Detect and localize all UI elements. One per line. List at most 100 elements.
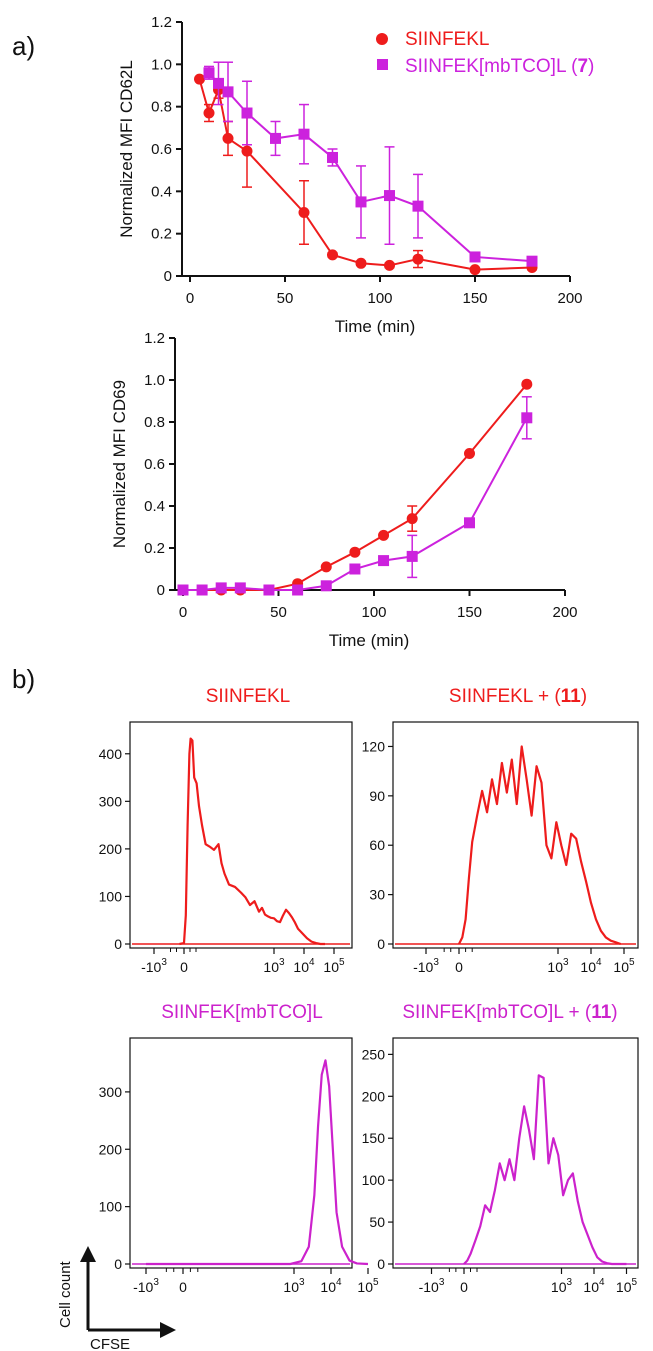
x-tick-base: 10 (263, 959, 279, 975)
data-point-siinfekl (320, 561, 332, 573)
data-point-siinfekl (203, 107, 215, 119)
axis-key-x-arrowhead (160, 1322, 176, 1338)
data-point-siinfekl (349, 546, 361, 558)
y-tick-label: 0.4 (151, 183, 172, 200)
y-tick-label: 100 (99, 1199, 123, 1215)
data-point-siinfekl (378, 529, 390, 541)
x-tick-base: 0 (460, 1279, 468, 1295)
x-tick-label: 150 (457, 604, 482, 621)
y-tick-label: 0 (114, 936, 122, 952)
x-tick-base: -10 (133, 1279, 153, 1295)
x-tick-label: 104 (583, 1277, 605, 1295)
y-tick-label: 1.0 (151, 56, 172, 73)
x-tick-exponent: 5 (629, 957, 635, 968)
y-tick-label: 300 (99, 793, 123, 809)
legend-marker-mbtco (377, 59, 388, 70)
data-point-mbtco (526, 255, 538, 267)
histogram-title: SIINFEK[mbTCO]L (161, 1002, 323, 1023)
y-tick-label: 200 (362, 1088, 386, 1104)
plot-frame (392, 721, 639, 949)
legend-marker-siinfekl (376, 33, 388, 45)
x-tick-label: 100 (361, 604, 386, 621)
data-point-siinfekl (355, 257, 367, 269)
y-tick-label: 50 (369, 1214, 385, 1230)
x-tick-label: 103 (551, 1277, 573, 1295)
data-point-siinfekl (464, 448, 475, 459)
title-part: SIINFEK[mbTCO]L + ( (402, 1002, 591, 1023)
x-tick-base: 10 (293, 959, 309, 975)
data-point-mbtco (215, 582, 227, 594)
histogram-title: SIINFEKL + (11) (449, 686, 587, 707)
x-tick-label: 105 (357, 1277, 379, 1295)
data-point-mbtco (327, 151, 338, 163)
axis-key: Cell count CFSE (57, 1246, 176, 1351)
x-tick-base: 10 (283, 1279, 299, 1295)
legend-label-siinfekl: SIINFEKL (405, 29, 489, 50)
data-point-siinfekl (384, 259, 395, 271)
x-tick-label: 104 (320, 1277, 342, 1295)
x-tick-exponent: 5 (632, 1277, 638, 1288)
legend-label-part: SIINFEK[mbTCO]L ( (405, 56, 578, 77)
x-tick-label: 103 (283, 1277, 305, 1295)
x-tick-label: 0 (186, 290, 194, 307)
x-tick-exponent: 3 (279, 957, 285, 968)
x-tick-base: 10 (320, 1279, 336, 1295)
x-tick-label: 0 (179, 1279, 187, 1295)
data-point-mbtco (270, 132, 281, 144)
x-tick-label: 0 (179, 604, 187, 621)
data-point-mbtco (298, 128, 310, 140)
legend-label-compound-number: 7 (577, 56, 588, 77)
title-part: SIINFEKL + ( (449, 686, 561, 707)
x-tick-label: 50 (277, 290, 294, 307)
data-point-mbtco (384, 190, 395, 202)
data-point-mbtco (378, 555, 390, 567)
x-tick-exponent: 4 (309, 957, 315, 968)
y-tick-label: 0 (377, 936, 385, 952)
title-part: ) (611, 1002, 617, 1023)
data-point-mbtco (222, 86, 234, 98)
y-tick-label: 30 (369, 887, 385, 903)
y-tick-label: 0.6 (151, 141, 172, 158)
x-tick-label: 150 (462, 290, 487, 307)
y-tick-label: 200 (99, 841, 123, 857)
data-point-mbtco (234, 582, 246, 594)
data-point-mbtco (521, 412, 533, 424)
x-tick-base: 0 (180, 959, 188, 975)
x-tick-exponent: 3 (433, 957, 439, 968)
chart-cd69-vs-time: 0 0.2 0.4 0.6 0.8 1.0 1.2 0 50 100 150 200 Time (min… (110, 330, 578, 650)
x-tick-base: 10 (616, 1279, 632, 1295)
data-point-mbtco (349, 563, 361, 575)
x-tick-exponent: 3 (153, 1277, 159, 1288)
x-tick-label: 105 (616, 1277, 638, 1295)
x-tick-base: 10 (580, 959, 596, 975)
histogram-curve (463, 1074, 627, 1266)
data-point-mbtco (292, 584, 304, 596)
y-tick-label: 150 (362, 1130, 386, 1146)
series-line-siinfekl (183, 383, 528, 591)
title-compound-number: 11 (561, 686, 582, 707)
x-tick-label: 105 (613, 957, 635, 975)
histogram-siinfek-mbtco-l-plus-11: SIINFEK[mbTCO]L + (11)050100150200250-10… (362, 1002, 639, 1295)
y-tick-label: 60 (369, 837, 385, 853)
x-tick-label: -103 (141, 957, 167, 975)
y-tick-label: 0 (114, 1256, 122, 1272)
x-tick-exponent: 3 (563, 957, 569, 968)
y-tick-label: 0.8 (144, 414, 165, 431)
y-tick-label: 200 (99, 1141, 123, 1157)
data-point-siinfekl (469, 264, 481, 276)
y-tick-label: 0.8 (151, 99, 172, 116)
x-tick-base: 10 (547, 959, 563, 975)
x-tick-exponent: 3 (439, 1277, 445, 1288)
data-point-mbtco (469, 251, 481, 263)
y-tick-label: 0.2 (151, 226, 172, 243)
x-tick-base: -10 (413, 959, 433, 975)
x-tick-label: 103 (547, 957, 569, 975)
data-point-mbtco (406, 550, 418, 562)
y-tick-label: 0.4 (144, 498, 165, 515)
data-point-mbtco (196, 584, 208, 596)
x-tick-exponent: 3 (161, 957, 167, 968)
y-tick-label: 0.2 (144, 540, 165, 557)
title-part: ) (581, 686, 587, 707)
histogram-curve (179, 737, 325, 946)
